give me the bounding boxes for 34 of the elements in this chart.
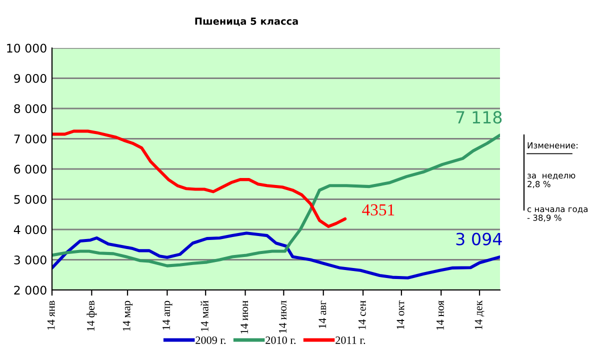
x-tick-label: 14 окт bbox=[396, 300, 404, 329]
x-tick-label: 14 мар bbox=[122, 300, 133, 331]
x-tick-label: 14 апр bbox=[162, 300, 172, 330]
x-tick-label: 14 май bbox=[200, 300, 208, 332]
line-series bbox=[52, 130, 347, 228]
text: за неделю 2,8 % bbox=[528, 174, 576, 188]
legend-label: 2011 г. bbox=[336, 336, 366, 344]
line-series bbox=[52, 134, 500, 268]
chart-title: Пшеница 5 класса bbox=[195, 18, 298, 26]
y-tick-label: 2 000 bbox=[14, 286, 46, 295]
line-series bbox=[52, 232, 500, 280]
annotation: 4351 bbox=[362, 204, 394, 216]
text: Изменение: bbox=[528, 142, 578, 148]
y-tick-label: 10 000 bbox=[7, 44, 46, 53]
y-tick-label: 7 000 bbox=[14, 134, 46, 144]
x-tick-label: 14 июл bbox=[279, 300, 286, 333]
annotation: 7 118 bbox=[456, 111, 502, 124]
y-tick-label: 8 000 bbox=[14, 104, 46, 114]
x-tick-label: 14 янв bbox=[47, 300, 55, 330]
y-tick-label: 3 000 bbox=[14, 255, 46, 264]
annotation: 3 094 bbox=[456, 232, 502, 246]
x-tick-label: 14 сен bbox=[358, 300, 366, 330]
x-tick-label: 14 дек bbox=[474, 300, 484, 330]
y-tick-label: 9 000 bbox=[14, 74, 46, 83]
y-tick-label: 4 000 bbox=[14, 225, 46, 234]
y-tick-label: 5 000 bbox=[14, 194, 46, 204]
legend-label: 2010 г. bbox=[266, 336, 296, 344]
y-tick-label: 6 000 bbox=[14, 164, 46, 174]
x-tick-label: 14 авг bbox=[318, 300, 326, 328]
legend-label: 2009 г. bbox=[196, 336, 226, 344]
text: с начала года - 38,9 % bbox=[527, 207, 588, 222]
x-tick-label: 14 фев bbox=[86, 300, 97, 331]
x-tick-label: 14 ноя bbox=[436, 300, 444, 330]
x-tick-label: 14 июн bbox=[240, 300, 248, 334]
